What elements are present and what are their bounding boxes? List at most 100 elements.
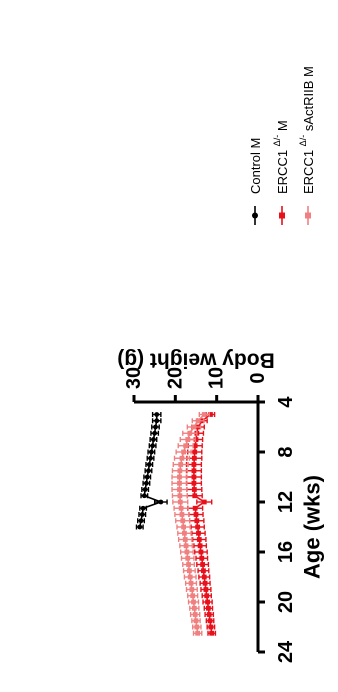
data-point — [190, 593, 196, 599]
legend-label-suffix: sActRIIB M — [301, 66, 316, 135]
data-point — [206, 612, 212, 617]
data-point — [177, 499, 183, 505]
legend-label-base: ERCC1 — [275, 146, 290, 194]
data-point — [196, 530, 201, 536]
data-point — [202, 580, 208, 586]
data-point — [197, 543, 203, 549]
data-point — [187, 574, 193, 580]
data-point — [199, 555, 205, 561]
series-2 — [171, 412, 210, 636]
data-point — [182, 530, 187, 536]
data-point — [177, 493, 183, 499]
data-point — [177, 468, 183, 474]
data-point — [148, 455, 153, 461]
data-point — [191, 599, 196, 605]
legend-label: Control M — [248, 138, 263, 194]
data-point — [195, 630, 201, 636]
data-point — [146, 462, 152, 467]
x-tick-label: 8 — [275, 446, 297, 457]
plot-layer — [135, 412, 217, 636]
data-point — [192, 493, 198, 499]
data-point — [179, 455, 185, 461]
y-axis-title: Body weight (g) — [117, 349, 274, 372]
data-point — [192, 443, 198, 449]
data-point — [152, 430, 158, 436]
data-point — [185, 555, 191, 561]
data-point — [148, 449, 154, 455]
data-point — [138, 518, 144, 524]
data-point — [192, 449, 198, 455]
data-point — [154, 418, 160, 424]
data-point — [181, 449, 186, 455]
data-point — [179, 512, 185, 517]
data-point — [142, 487, 148, 492]
legend-item-1: ERCC1 Δ/- M — [272, 120, 290, 225]
data-point — [177, 487, 182, 492]
data-point — [181, 524, 186, 530]
data-point — [207, 618, 213, 624]
data-point — [183, 543, 189, 549]
series-1 — [185, 412, 217, 636]
data-point — [185, 437, 191, 442]
data-point — [177, 480, 182, 486]
x-tick-label: 12 — [275, 491, 297, 513]
data-point — [150, 443, 156, 449]
y-tick-label: 0 — [247, 372, 269, 383]
data-point — [192, 612, 198, 617]
legend-item-2: ERCC1 Δ/- sActRIIB M — [298, 66, 316, 225]
data-point — [153, 424, 158, 430]
data-point — [189, 587, 195, 592]
legend-marker — [279, 212, 285, 219]
legend-label: ERCC1 Δ/- sActRIIB M — [298, 66, 316, 194]
legend-label-base: Control M — [248, 138, 263, 194]
data-point — [205, 599, 210, 605]
data-point — [191, 474, 197, 480]
data-point — [192, 505, 198, 511]
data-point — [194, 624, 200, 630]
axis-layer: 4 8 12 16 20 24 0 10 20 30 Age (wks) Body weight (g… — [117, 349, 324, 664]
data-point — [191, 468, 197, 474]
data-point — [178, 505, 184, 511]
data-point — [182, 537, 188, 542]
legend-label-suffix: M — [275, 120, 290, 134]
legend-label: ERCC1 Δ/- M — [272, 120, 290, 194]
data-point — [198, 549, 204, 555]
legend-label-base: ERCC1 — [301, 146, 316, 194]
data-point — [195, 418, 201, 424]
data-point — [201, 412, 207, 417]
x-axis-title: Age (wks) — [300, 475, 325, 579]
data-point — [154, 412, 160, 417]
data-point — [177, 474, 182, 480]
x-tick-label: 24 — [275, 640, 297, 663]
data-point — [151, 437, 156, 442]
data-point — [178, 462, 184, 467]
x-tick-label: 16 — [275, 541, 297, 563]
data-point — [193, 437, 199, 442]
data-point — [203, 587, 209, 592]
data-point — [183, 443, 189, 449]
x-tick-label: 4 — [275, 396, 297, 408]
data-point — [186, 562, 191, 567]
data-point — [194, 518, 200, 524]
data-point — [208, 412, 213, 417]
data-point — [201, 499, 207, 505]
data-point — [187, 430, 193, 436]
data-point — [209, 630, 215, 636]
data-point — [191, 605, 197, 611]
legend-item-0: Control M — [248, 138, 263, 225]
data-point — [191, 487, 197, 492]
legend-label-superscript: Δ/- — [298, 135, 308, 147]
data-point — [144, 480, 149, 486]
legend-marker — [305, 212, 311, 219]
data-point — [193, 512, 199, 517]
data-point — [191, 424, 197, 430]
data-point — [139, 512, 145, 517]
data-point — [144, 474, 150, 480]
data-point — [201, 568, 206, 574]
data-point — [140, 505, 146, 511]
data-point — [191, 480, 197, 486]
data-point — [193, 618, 199, 624]
data-point — [201, 574, 207, 580]
